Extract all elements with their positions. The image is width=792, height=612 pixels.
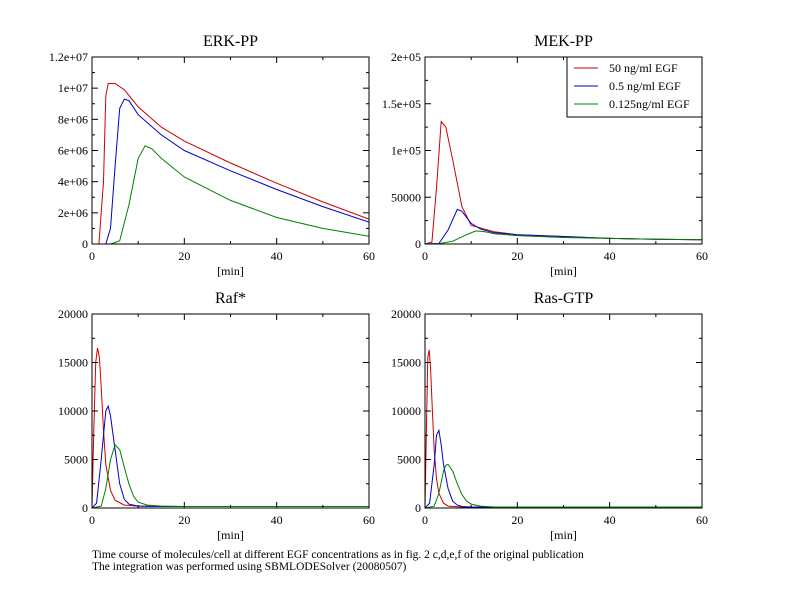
x-axis-label-ras-gtp: [min] — [550, 528, 577, 542]
x-axis-label-erk-pp: [min] — [217, 264, 244, 278]
x-tick-label-mek-pp: 40 — [604, 249, 616, 263]
y-tick-label-raf: 10000 — [58, 404, 88, 418]
series-line-mek-pp-3 — [425, 230, 702, 244]
series-line-erk-pp-2 — [92, 98, 369, 244]
y-tick-label-erk-pp: 2e+06 — [58, 206, 88, 220]
x-tick-label-erk-pp: 0 — [89, 249, 95, 263]
y-tick-label-mek-pp: 50000 — [391, 190, 421, 204]
y-tick-label-erk-pp: 0 — [82, 237, 88, 251]
series-line-ras-gtp-3 — [425, 463, 702, 508]
x-tick-label-ras-gtp: 20 — [511, 513, 523, 527]
y-tick-label-raf: 15000 — [58, 356, 88, 370]
y-tick-label-raf: 5000 — [64, 453, 88, 467]
chart-raf: 0 20 40 60 0 5000 10000 15000 20000 Raf* [min] — [58, 290, 375, 542]
chart-title-raf: Raf* — [215, 290, 246, 307]
y-tick-label-mek-pp: 2e+05 — [391, 50, 421, 64]
plot-frame-ras-gtp — [424, 313, 703, 509]
x-axis-label-mek-pp: [min] — [550, 264, 577, 278]
y-tick-label-erk-pp: 6e+06 — [58, 144, 88, 158]
series-line-erk-pp-1 — [92, 83, 369, 244]
x-tick-label-raf: 20 — [178, 513, 190, 527]
x-tick-label-mek-pp: 0 — [422, 249, 428, 263]
y-tick-label-mek-pp: 1.5e+05 — [382, 97, 421, 111]
series-line-raf-1 — [92, 347, 369, 508]
legend-box — [566, 56, 703, 118]
y-tick-label-ras-gtp: 10000 — [391, 404, 421, 418]
x-tick-label-ras-gtp: 40 — [604, 513, 616, 527]
legend-label-1: 50 ng/ml EGF — [609, 61, 678, 75]
y-tick-label-erk-pp: 1e+07 — [58, 81, 88, 95]
chart-mek-pp: 0 20 40 60 0 50000 1e+05 1.5e+05 2e+05 MEK-PP [min… — [382, 33, 708, 278]
y-tick-label-erk-pp: 4e+06 — [58, 175, 88, 189]
caption-line-1: Time course of molecules/cell at differe… — [92, 549, 584, 561]
x-tick-label-mek-pp: 20 — [511, 249, 523, 263]
plot-frame-erk-pp — [91, 56, 370, 245]
legend-mek-pp: 50 ng/ml EGF 0.5 ng/ml EGF 0.125ng/ml EGF — [566, 56, 703, 118]
series-line-mek-pp-2 — [425, 208, 702, 244]
y-tick-label-erk-pp: 8e+06 — [58, 112, 88, 126]
y-tick-label-mek-pp: 1e+05 — [391, 144, 421, 158]
chart-ras-gtp: 0 20 40 60 0 5000 10000 15000 20000 Ras-GTP [min] — [391, 290, 708, 542]
chart-title-erk-pp: ERK-PP — [203, 33, 258, 50]
chart-erk-pp: 0 20 40 60 0 2e+06 4e+06 6e+06 8e+06 1e+07 1.2e+07… — [49, 33, 375, 278]
x-tick-label-raf: 0 — [89, 513, 95, 527]
chart-title-mek-pp: MEK-PP — [534, 33, 593, 50]
x-tick-label-ras-gtp: 60 — [696, 513, 708, 527]
x-tick-label-raf: 40 — [271, 513, 283, 527]
y-tick-label-ras-gtp: 20000 — [391, 307, 421, 321]
x-tick-label-erk-pp: 20 — [178, 249, 190, 263]
series-line-ras-gtp-1 — [425, 349, 702, 508]
y-tick-label-raf: 0 — [82, 501, 88, 515]
y-tick-label-ras-gtp: 0 — [415, 501, 421, 515]
y-tick-label-erk-pp: 1.2e+07 — [49, 50, 88, 64]
series-line-ras-gtp-2 — [425, 428, 541, 508]
x-tick-label-erk-pp: 60 — [363, 249, 375, 263]
series-line-erk-pp-3 — [92, 145, 369, 244]
y-tick-label-ras-gtp: 15000 — [391, 356, 421, 370]
plot-frame-raf — [91, 313, 370, 509]
legend-label-2: 0.5 ng/ml EGF — [609, 79, 681, 93]
series-line-mek-pp-1 — [425, 120, 702, 244]
x-tick-label-ras-gtp: 0 — [422, 513, 428, 527]
legend-label-3: 0.125ng/ml EGF — [609, 97, 690, 111]
y-tick-label-mek-pp: 0 — [415, 237, 421, 251]
chart-title-ras-gtp: Ras-GTP — [534, 290, 594, 307]
figure-caption: Time course of molecules/cell at differe… — [92, 549, 584, 573]
x-tick-label-mek-pp: 60 — [696, 249, 708, 263]
x-tick-label-erk-pp: 40 — [271, 249, 283, 263]
y-tick-label-ras-gtp: 5000 — [397, 453, 421, 467]
x-tick-label-raf: 60 — [363, 513, 375, 527]
caption-line-2: The integration was performed using SBML… — [92, 561, 407, 573]
series-line-raf-3 — [92, 443, 369, 508]
x-axis-label-raf: [min] — [217, 528, 244, 542]
y-tick-label-raf: 20000 — [58, 307, 88, 321]
series-line-raf-2 — [92, 404, 208, 508]
